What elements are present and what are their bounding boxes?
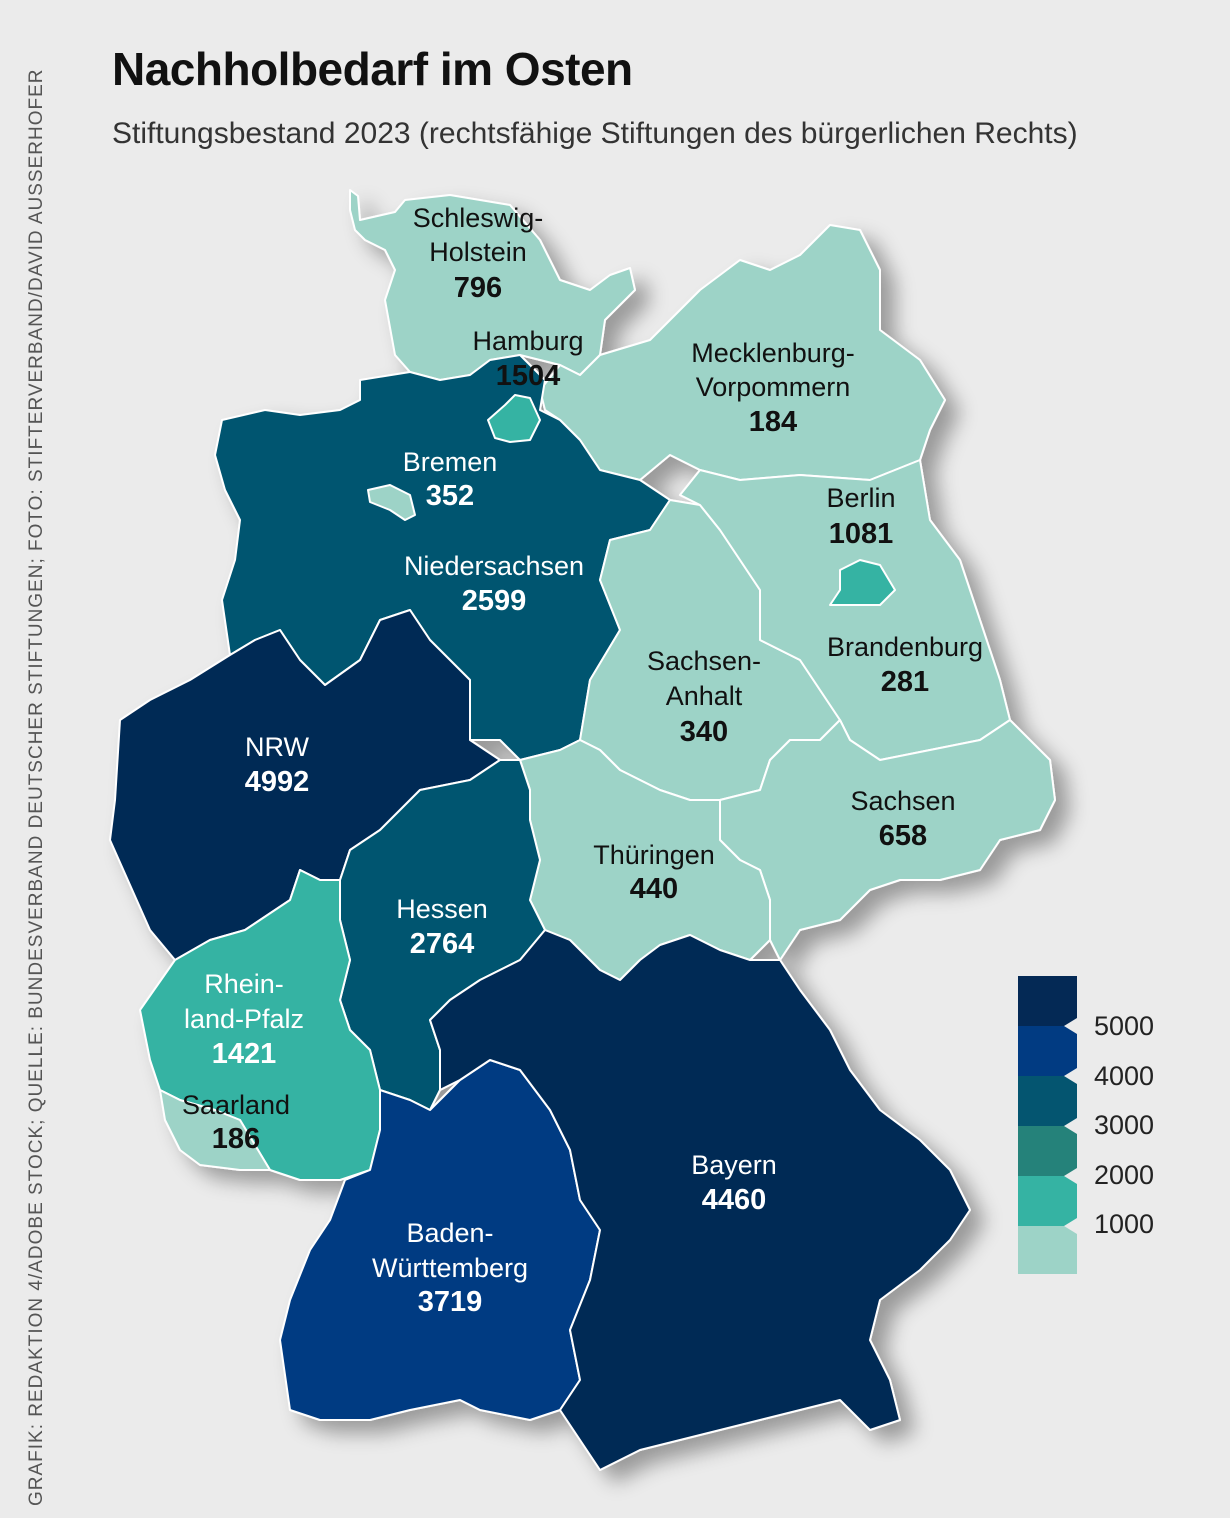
value-thueringen: 440 bbox=[630, 873, 678, 905]
legend-notch bbox=[1064, 1118, 1077, 1134]
legend: 5000 4000 3000 2000 1000 bbox=[1018, 976, 1154, 1274]
legend-tick-3000: 3000 bbox=[1094, 1110, 1154, 1140]
label-brandenburg: Brandenburg bbox=[827, 632, 983, 662]
state-bayern[interactable] bbox=[429, 929, 971, 1471]
value-nrw: 4992 bbox=[245, 766, 310, 798]
label-sachsen-anhalt-2: Anhalt bbox=[666, 681, 743, 711]
label-schleswig-holstein-2: Holstein bbox=[429, 237, 527, 267]
value-brandenburg: 281 bbox=[881, 666, 929, 698]
label-sachsen-anhalt-1: Sachsen- bbox=[647, 646, 761, 676]
label-mecklenburg-vorpommern-1: Mecklenburg- bbox=[691, 338, 855, 368]
value-bremen: 352 bbox=[426, 480, 474, 512]
legend-swatch-1000 bbox=[1018, 1176, 1077, 1226]
label-bayern: Bayern bbox=[691, 1150, 777, 1180]
state-hamburg[interactable] bbox=[487, 394, 541, 443]
label-baden-wuerttemberg-1: Baden- bbox=[406, 1218, 493, 1248]
legend-swatch-4000 bbox=[1018, 1026, 1077, 1076]
value-sachsen: 658 bbox=[879, 820, 927, 852]
value-niedersachsen: 2599 bbox=[462, 585, 527, 617]
label-hessen: Hessen bbox=[396, 894, 488, 924]
value-berlin: 1081 bbox=[829, 518, 894, 550]
legend-swatch-2000 bbox=[1018, 1126, 1077, 1176]
value-rheinland-pfalz: 1421 bbox=[212, 1038, 277, 1070]
label-hamburg: Hamburg bbox=[472, 326, 583, 356]
value-mecklenburg-vorpommern: 184 bbox=[749, 406, 797, 438]
value-bayern: 4460 bbox=[702, 1184, 767, 1216]
label-sachsen: Sachsen bbox=[850, 786, 955, 816]
legend-tick-5000: 5000 bbox=[1094, 1011, 1154, 1041]
state-berlin[interactable] bbox=[829, 559, 896, 606]
chart-subtitle: Stiftungsbestand 2023 (rechtsfähige Stif… bbox=[112, 117, 1078, 150]
legend-tick-4000: 4000 bbox=[1094, 1061, 1154, 1091]
state-niedersachsen[interactable] bbox=[214, 354, 671, 761]
legend-notch bbox=[1064, 1068, 1077, 1084]
value-schleswig-holstein: 796 bbox=[454, 272, 502, 304]
state-saarland[interactable] bbox=[159, 1089, 271, 1171]
label-niedersachsen: Niedersachsen bbox=[404, 551, 584, 581]
legend-notch bbox=[1064, 1218, 1077, 1234]
value-saarland: 186 bbox=[212, 1123, 260, 1155]
legend-swatch-5000plus bbox=[1018, 976, 1077, 1026]
label-thueringen: Thüringen bbox=[593, 840, 715, 870]
label-schleswig-holstein-1: Schleswig- bbox=[413, 203, 544, 233]
legend-tick-2000: 2000 bbox=[1094, 1160, 1154, 1190]
chart-title: Nachholbedarf im Osten bbox=[112, 43, 633, 95]
label-saarland: Saarland bbox=[182, 1090, 290, 1120]
legend-tick-1000: 1000 bbox=[1094, 1209, 1154, 1239]
value-hamburg: 1504 bbox=[496, 360, 561, 392]
value-sachsen-anhalt: 340 bbox=[680, 716, 728, 748]
value-baden-wuerttemberg: 3719 bbox=[418, 1286, 483, 1318]
label-berlin: Berlin bbox=[826, 483, 895, 513]
state-bremen[interactable] bbox=[367, 484, 416, 521]
legend-swatch-0 bbox=[1018, 1226, 1077, 1274]
label-nrw: NRW bbox=[245, 732, 310, 762]
legend-notch bbox=[1064, 1018, 1077, 1034]
label-baden-wuerttemberg-2: Württemberg bbox=[372, 1253, 528, 1283]
label-bremen: Bremen bbox=[403, 447, 498, 477]
legend-swatch-3000 bbox=[1018, 1076, 1077, 1126]
label-rheinland-pfalz-1: Rhein- bbox=[204, 969, 284, 999]
value-hessen: 2764 bbox=[410, 928, 475, 960]
label-rheinland-pfalz-2: land-Pfalz bbox=[184, 1004, 304, 1034]
legend-notch bbox=[1064, 1168, 1077, 1184]
label-mecklenburg-vorpommern-2: Vorpommern bbox=[696, 372, 851, 402]
state-labels: Schleswig- Holstein 796 Hamburg 1504 Mec… bbox=[182, 203, 983, 1318]
